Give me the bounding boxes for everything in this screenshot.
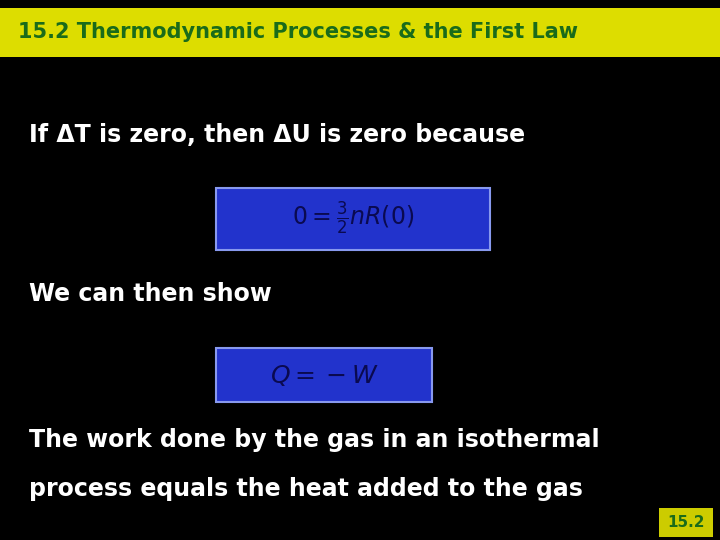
Text: 15.2: 15.2 — [667, 515, 705, 530]
Bar — [216, 187, 490, 249]
Text: The work done by the gas in an isothermal: The work done by the gas in an isotherma… — [29, 428, 600, 452]
Text: $0 = \frac{3}{2}nR(0)$: $0 = \frac{3}{2}nR(0)$ — [292, 200, 414, 238]
Bar — [0, 8, 720, 57]
Text: process equals the heat added to the gas: process equals the heat added to the gas — [29, 477, 582, 501]
Text: We can then show: We can then show — [29, 282, 271, 306]
Bar — [659, 508, 713, 537]
Text: $Q = -W$: $Q = -W$ — [270, 363, 378, 388]
Bar — [216, 348, 432, 402]
Text: If ΔT is zero, then ΔU is zero because: If ΔT is zero, then ΔU is zero because — [29, 123, 525, 147]
Text: 15.2 Thermodynamic Processes & the First Law: 15.2 Thermodynamic Processes & the First… — [18, 22, 578, 43]
